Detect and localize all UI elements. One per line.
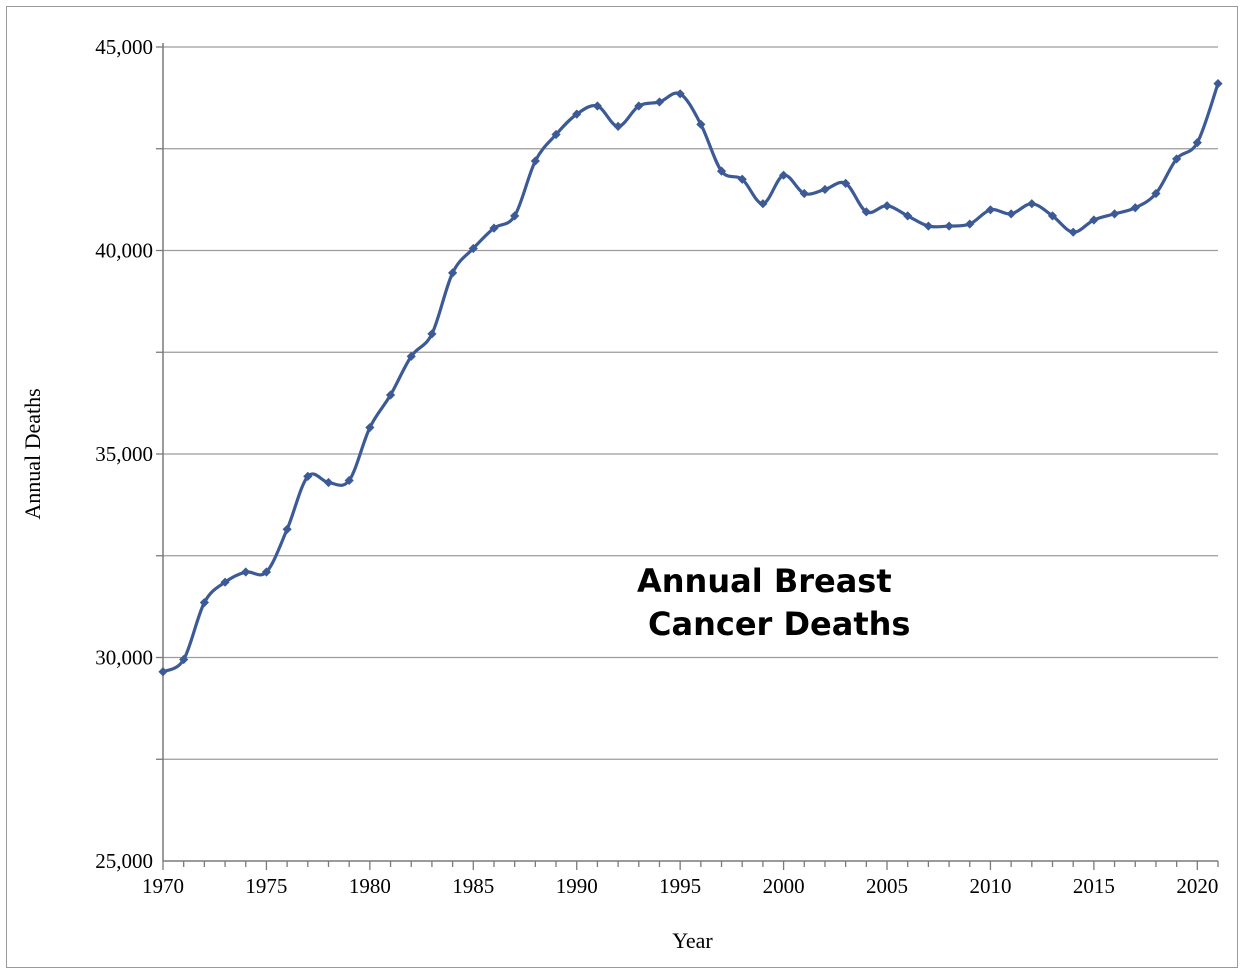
data-point-2009	[965, 219, 975, 229]
data-point-1974	[241, 567, 251, 577]
data-point-2020	[1192, 138, 1202, 148]
data-point-2005	[882, 201, 892, 211]
x-tick-label: 1995	[659, 874, 701, 898]
data-point-2019	[1172, 154, 1182, 164]
series-line	[162, 83, 1220, 674]
x-tick-label: 1970	[142, 874, 184, 898]
data-point-1982	[406, 351, 416, 361]
x-tick-label: 2020	[1176, 874, 1218, 898]
x-tick-label: 2010	[969, 874, 1011, 898]
data-point-1971	[179, 654, 189, 665]
data-point-1978	[323, 477, 334, 488]
data-point-1985	[468, 243, 478, 254]
data-point-1981	[385, 390, 396, 400]
y-tick-label: 35,000	[95, 442, 153, 466]
data-point-1980	[365, 422, 375, 433]
chart-annotation-line-2: Cancer Deaths	[648, 605, 910, 643]
data-point-1973	[220, 577, 230, 587]
series-annual-deaths	[158, 79, 1223, 677]
data-point-1998	[737, 174, 747, 184]
data-point-1999	[758, 199, 768, 209]
data-point-2010	[985, 205, 996, 215]
data-point-2001	[799, 188, 809, 199]
data-point-1970	[158, 667, 168, 677]
data-point-1977	[303, 471, 313, 481]
data-point-2003	[841, 178, 851, 188]
x-tick-label: 1975	[245, 874, 287, 898]
x-tick-label: 2000	[763, 874, 805, 898]
x-tick-label: 2005	[866, 874, 908, 898]
x-tick-label: 1985	[452, 874, 494, 898]
gridlines	[163, 46, 1218, 760]
data-point-2012	[1027, 199, 1037, 209]
data-point-2017	[1130, 203, 1140, 213]
data-point-1996	[696, 119, 706, 129]
data-point-1987	[510, 211, 520, 221]
data-point-1983	[427, 329, 437, 339]
data-point-1995	[675, 89, 685, 99]
y-tick-label: 30,000	[95, 646, 153, 670]
data-point-2014	[1068, 227, 1078, 237]
y-tick-label: 45,000	[95, 35, 153, 59]
data-point-1992	[613, 121, 623, 131]
data-point-2008	[944, 221, 954, 231]
x-axis-label: Year	[672, 928, 713, 953]
data-point-2000	[778, 170, 789, 180]
data-point-2016	[1109, 209, 1120, 219]
data-point-1988	[530, 156, 540, 166]
data-point-1991	[592, 101, 603, 111]
x-tick-label: 2015	[1073, 874, 1115, 898]
data-point-2004	[861, 207, 871, 217]
y-axis-label: Annual Deaths	[20, 388, 45, 519]
y-tick-label: 25,000	[95, 849, 153, 873]
data-point-1989	[551, 129, 561, 140]
data-point-2002	[820, 184, 830, 195]
axes	[162, 43, 1218, 862]
x-tick-label: 1990	[556, 874, 598, 898]
x-tick-label: 1980	[349, 874, 391, 898]
data-point-1993	[634, 101, 644, 111]
data-point-2021	[1213, 79, 1223, 89]
data-point-2015	[1089, 215, 1099, 225]
chart-annotation-line-1: Annual Breast	[637, 562, 892, 600]
data-point-2013	[1047, 211, 1058, 221]
y-tick-label: 40,000	[95, 239, 153, 263]
data-point-1979	[344, 475, 354, 486]
x-axis-ticks: 1970 1975 1980 1985 1990 1995 2000 2005 2010 2015…	[142, 861, 1219, 898]
data-point-1984	[448, 268, 458, 278]
data-point-1994	[654, 97, 665, 107]
data-point-2011	[1006, 209, 1016, 219]
data-point-1975	[261, 567, 272, 577]
data-point-1986	[489, 223, 499, 233]
data-point-2018	[1151, 188, 1161, 199]
data-point-1997	[716, 166, 727, 176]
data-point-1976	[282, 524, 292, 534]
data-point-2007	[923, 221, 933, 231]
chart-frame	[6, 6, 1238, 968]
y-axis-ticks: 25,000 30,000 35,000 40,000 45,000	[95, 35, 163, 873]
data-point-2006	[903, 211, 913, 221]
data-point-1990	[572, 109, 582, 119]
data-point-1972	[199, 597, 209, 608]
